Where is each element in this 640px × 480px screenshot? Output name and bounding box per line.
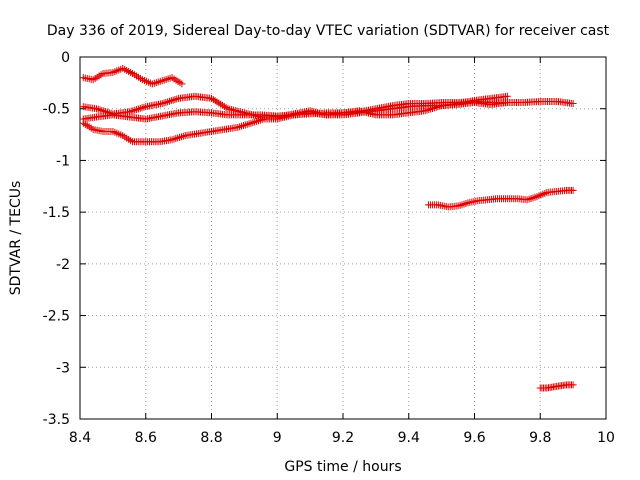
x-tick-label: 8.6 xyxy=(135,430,157,446)
data-point xyxy=(98,106,106,114)
y-tick-label: -1 xyxy=(56,153,70,169)
data-point xyxy=(170,135,178,143)
x-tick-label: 8.8 xyxy=(200,430,222,446)
data-point xyxy=(94,105,102,113)
data-point xyxy=(217,100,225,108)
data-point xyxy=(162,98,170,106)
data-point xyxy=(215,99,223,107)
data-point xyxy=(136,104,144,112)
data-point xyxy=(503,99,511,107)
data-point xyxy=(140,103,148,111)
data-point xyxy=(167,97,175,105)
data-point xyxy=(138,104,146,112)
data-point xyxy=(127,107,135,115)
data-point xyxy=(131,106,139,114)
data-point xyxy=(178,80,186,88)
data-point xyxy=(96,106,104,114)
data-point xyxy=(172,135,180,143)
data-point xyxy=(168,136,176,144)
data-point xyxy=(173,95,181,103)
y-axis-label: SDTVAR / TECUs xyxy=(8,181,24,296)
x-tick-label: 9.6 xyxy=(463,430,485,446)
data-point xyxy=(158,100,166,108)
data-point xyxy=(220,102,228,110)
x-tick-label: 9 xyxy=(273,430,282,446)
data-point xyxy=(164,98,172,106)
data-point xyxy=(243,120,251,128)
chart-title: Day 336 of 2019, Sidereal Day-to-day VTE… xyxy=(47,23,610,39)
y-tick-label: -3 xyxy=(56,360,70,376)
y-tick-label: -2 xyxy=(56,257,70,273)
data-point xyxy=(165,97,173,105)
x-tick-label: 9.2 xyxy=(332,430,354,446)
data-point xyxy=(169,96,177,104)
data-point xyxy=(171,96,179,104)
data-point xyxy=(179,132,187,140)
data-point xyxy=(222,104,230,112)
data-point xyxy=(569,100,577,108)
data-point xyxy=(236,123,244,131)
data-point xyxy=(208,94,215,102)
data-point xyxy=(129,107,137,115)
data-point xyxy=(239,122,247,130)
data-point xyxy=(177,133,185,141)
data-point xyxy=(503,92,511,100)
data-point xyxy=(569,381,577,389)
data-points-layer xyxy=(79,64,577,392)
y-tick-label: 0 xyxy=(61,50,70,66)
series-track-c xyxy=(79,97,577,123)
data-point xyxy=(134,105,142,113)
x-axis-label: GPS time / hours xyxy=(284,459,401,475)
x-tick-label: 9.4 xyxy=(398,430,420,446)
data-point xyxy=(92,105,100,113)
series-track-d xyxy=(79,99,511,146)
data-point xyxy=(218,101,226,109)
data-point xyxy=(209,96,217,104)
data-point xyxy=(211,97,219,105)
x-tick-label: 9.8 xyxy=(529,430,551,446)
y-tick-label: -1.5 xyxy=(43,205,70,221)
data-point xyxy=(213,98,221,106)
data-point xyxy=(249,119,257,127)
data-point xyxy=(569,186,577,194)
data-point xyxy=(174,134,182,142)
data-point xyxy=(245,120,253,128)
y-tick-label: -0.5 xyxy=(43,102,70,118)
data-point xyxy=(247,119,255,127)
series-track-a xyxy=(79,64,186,88)
data-point xyxy=(176,133,184,141)
data-point xyxy=(133,106,141,114)
x-tick-label: 10 xyxy=(597,430,615,446)
tick-layer: 8.4 8.6 8.8 9 9.2 9.4 9.6 9.8 10 0 -0.5 -1 -1.5 -2 -2.… xyxy=(43,50,615,446)
data-point xyxy=(241,121,249,129)
series-track-e xyxy=(424,186,577,211)
series-track-f xyxy=(536,381,577,392)
y-tick-label: -3.5 xyxy=(43,412,70,428)
y-tick-label: -2.5 xyxy=(43,309,70,325)
data-point xyxy=(238,122,246,130)
x-tick-label: 8.4 xyxy=(69,430,91,446)
data-point xyxy=(160,99,168,107)
data-point xyxy=(234,123,242,131)
